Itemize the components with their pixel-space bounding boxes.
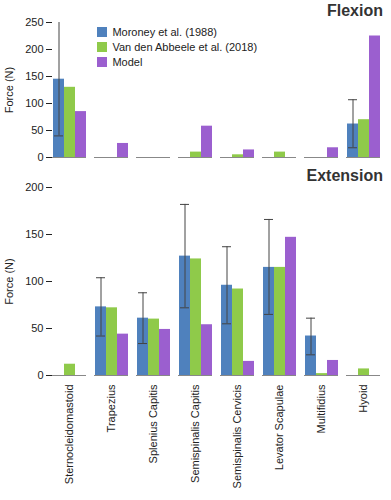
svg-text:Force (N): Force (N) bbox=[3, 67, 15, 113]
html-text:Van den Abbeele et al. (2018): Van den Abbeele et al. (2018) bbox=[112, 40, 258, 53]
html-text:Moroney et al. (1988): Moroney et al. (1988) bbox=[112, 25, 217, 38]
svg-text:100: 100 bbox=[25, 97, 43, 109]
svg-text:Semispinalis Cervicis: Semispinalis Cervicis bbox=[231, 384, 243, 488]
svg-text:50: 50 bbox=[31, 124, 43, 136]
svg-text:0: 0 bbox=[37, 369, 43, 381]
svg-text:Splenius Capitis: Splenius Capitis bbox=[147, 384, 159, 463]
svg-text:Multifidius: Multifidius bbox=[315, 384, 327, 433]
svg-text:250: 250 bbox=[25, 16, 43, 28]
svg-text:100: 100 bbox=[25, 275, 43, 287]
svg-text:200: 200 bbox=[25, 181, 43, 193]
svg-text:Sternocleidomastoid: Sternocleidomastoid bbox=[63, 385, 75, 485]
svg-text:150: 150 bbox=[25, 70, 43, 82]
html-text:Extension: Extension bbox=[306, 167, 383, 184]
svg-text:Force (N): Force (N) bbox=[3, 258, 15, 304]
svg-text:Semispinalis Capitis: Semispinalis Capitis bbox=[189, 384, 201, 483]
svg-text:0: 0 bbox=[37, 151, 43, 163]
svg-text:Levator Scapulae: Levator Scapulae bbox=[273, 385, 285, 471]
html-text:Model: Model bbox=[112, 55, 143, 68]
html-text:Flexion: Flexion bbox=[327, 2, 383, 19]
svg-text:Hyoid: Hyoid bbox=[357, 385, 369, 413]
svg-text:50: 50 bbox=[31, 322, 43, 334]
svg-text:Trapezius: Trapezius bbox=[105, 384, 117, 432]
svg-text:150: 150 bbox=[25, 228, 43, 240]
svg-text:200: 200 bbox=[25, 43, 43, 55]
